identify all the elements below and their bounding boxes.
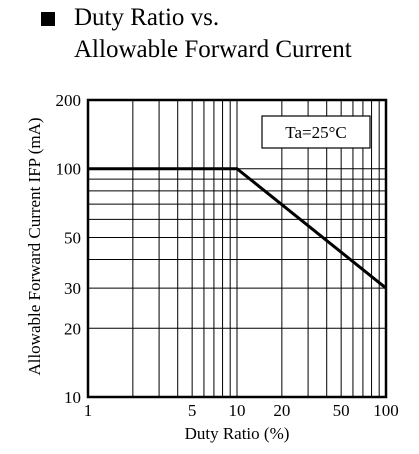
y-tick-labels: 10 20 30 50 100 200 [56,91,82,407]
y-axis-label: Allowable Forward Current IFP (mA) [25,117,44,375]
chart-title-line-1: Duty Ratio vs. [74,4,220,31]
x-tick-label: 1 [84,401,93,420]
y-tick-label: 10 [64,388,81,407]
y-tick-label: 50 [64,228,81,247]
chart-title: Duty Ratio vs. Allowable Forward Current [74,2,352,66]
x-tick-label: 100 [373,401,399,420]
series-line [88,167,387,290]
y-tick-label: 200 [56,91,82,110]
x-tick-label: 10 [229,401,246,420]
chart-series [88,167,387,290]
x-tick-label: 50 [333,401,350,420]
chart-title-line-2: Allowable Forward Current [74,36,352,63]
annotation-text: Ta=25°C [285,123,346,142]
title-bullet [41,12,55,26]
x-tick-labels: 1 5 10 20 50 100 [84,401,399,420]
chart-grid [88,100,386,397]
x-tick-label: 20 [273,401,290,420]
y-tick-label: 100 [56,160,82,179]
plot-frame [86,98,388,399]
x-tick-label: 5 [188,401,197,420]
annotation-box: Ta=25°C [261,115,371,149]
y-tick-label: 30 [64,279,81,298]
x-axis-label: Duty Ratio (%) [185,424,290,443]
y-tick-label: 20 [64,319,81,338]
